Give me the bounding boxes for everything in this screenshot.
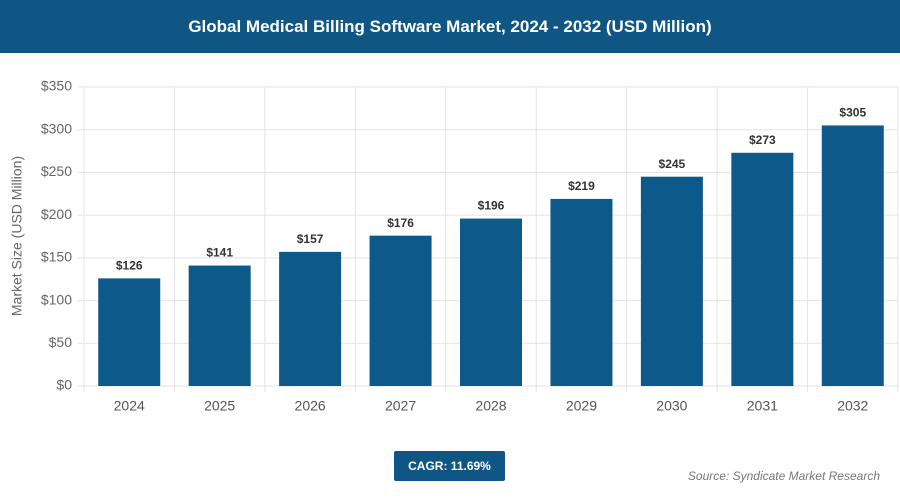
y-tick-label: $100 xyxy=(41,291,72,307)
bar xyxy=(640,176,703,386)
value-label: $219 xyxy=(568,179,595,193)
value-label: $176 xyxy=(387,216,414,230)
value-label: $305 xyxy=(839,106,866,120)
bar xyxy=(369,235,432,386)
source-note: Source: Syndicate Market Research xyxy=(687,469,880,483)
value-label: $245 xyxy=(659,157,686,171)
bar xyxy=(279,251,342,386)
y-tick-label: $250 xyxy=(41,163,72,179)
bar xyxy=(550,198,613,386)
bar xyxy=(188,265,251,386)
y-tick-label: $150 xyxy=(41,249,72,265)
value-label: $157 xyxy=(297,232,324,246)
y-tick-label: $200 xyxy=(41,206,72,222)
bar xyxy=(98,278,161,386)
bar xyxy=(821,125,884,386)
x-tick-label: 2030 xyxy=(656,398,687,414)
x-tick-label: 2028 xyxy=(475,398,506,414)
value-label: $273 xyxy=(749,133,776,147)
cagr-badge: CAGR: 11.69% xyxy=(394,451,505,481)
x-tick-label: 2029 xyxy=(566,398,597,414)
x-tick-label: 2026 xyxy=(295,398,326,414)
x-tick-label: 2031 xyxy=(747,398,778,414)
y-tick-label: $0 xyxy=(56,377,72,393)
x-tick-label: 2024 xyxy=(114,398,145,414)
y-tick-label: $350 xyxy=(41,78,72,94)
chart-title: Global Medical Billing Software Market, … xyxy=(0,0,900,53)
y-tick-label: $300 xyxy=(41,120,72,136)
x-tick-label: 2025 xyxy=(204,398,235,414)
value-label: $141 xyxy=(206,246,233,260)
bar xyxy=(731,152,794,386)
value-label: $196 xyxy=(478,199,505,213)
y-axis-label: Market Size (USD Million) xyxy=(9,156,25,316)
y-tick-label: $50 xyxy=(49,334,73,350)
x-tick-label: 2027 xyxy=(385,398,416,414)
value-label: $126 xyxy=(116,259,143,273)
x-tick-label: 2032 xyxy=(837,398,868,414)
bar xyxy=(460,218,522,386)
